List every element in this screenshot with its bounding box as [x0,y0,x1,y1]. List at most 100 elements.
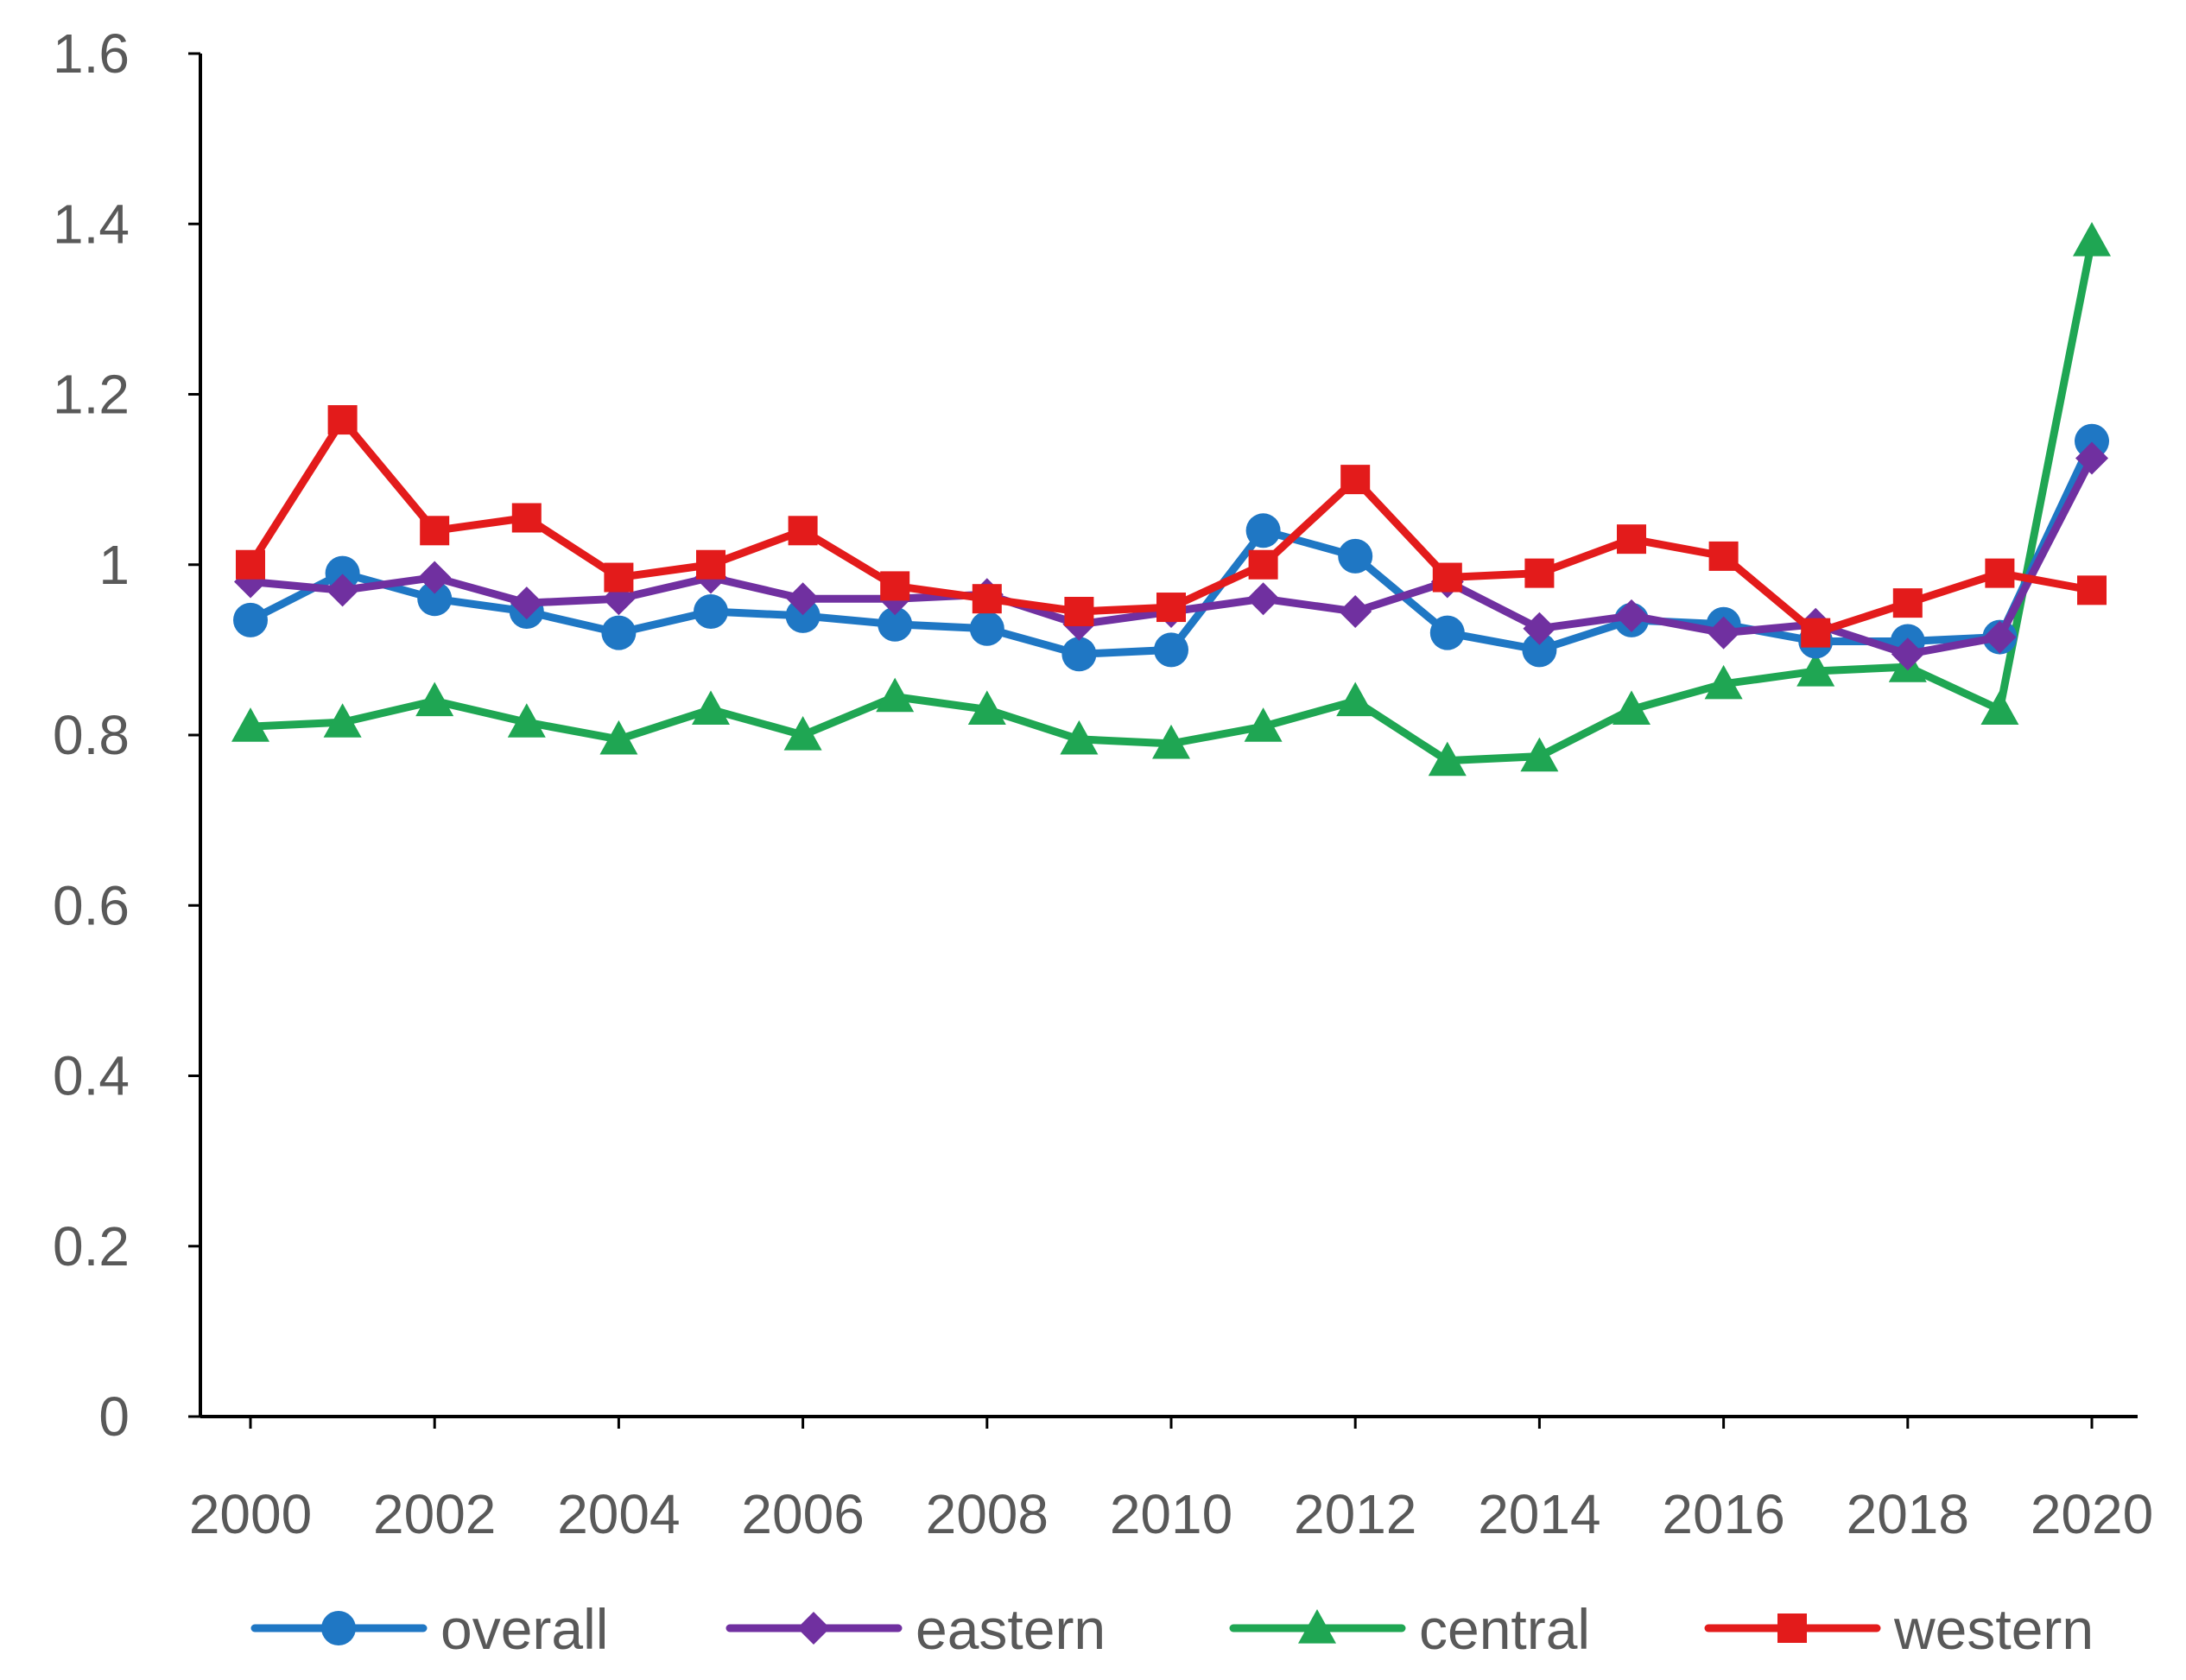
western-point [327,405,358,435]
central-point [599,720,638,755]
central-point [1613,690,1651,726]
western-point [1524,558,1555,588]
eastern-point [1339,594,1372,628]
x-tick-label: 2000 [189,1483,312,1545]
x-axis-ticks: 2000 2002 2004 2006 2008 2010 2012 2014 2016 2018… [189,1417,2153,1545]
series-central [231,221,2111,777]
legend-label: overall [440,1597,608,1661]
x-tick-label: 2006 [741,1483,864,1545]
legend: overall eastern central western [250,1597,2094,1661]
western-point [511,503,542,533]
central-point [1060,720,1099,755]
y-tick-label: 1.6 [53,22,130,85]
overall-point [1154,632,1188,668]
central-point [231,707,269,742]
y-tick-label: 0 [98,1385,130,1448]
western-point [420,516,450,546]
eastern-point [786,582,820,616]
central-point [1704,664,1743,700]
legend-item-eastern: eastern [725,1597,1106,1661]
series-western [236,405,2107,648]
western-point [1248,549,1278,580]
overall-point [694,593,728,629]
overall-point [1522,632,1557,668]
central-point [507,703,546,738]
x-tick-label: 2010 [1110,1483,1232,1545]
legend-marker-central [1298,1609,1336,1644]
legend-marker-eastern [797,1612,830,1645]
eastern-point [510,586,543,620]
western-point [788,516,818,546]
eastern-point [1707,616,1740,650]
x-tick-label: 2012 [1294,1483,1416,1545]
overall-point [785,598,821,633]
eastern-point [1523,612,1556,645]
eastern-point [418,561,452,594]
central-point [1520,737,1559,772]
y-tick-label: 1 [98,534,130,596]
x-tick-label: 2004 [557,1483,680,1545]
x-tick-label: 2020 [2031,1483,2153,1545]
central-point [1336,682,1375,717]
y-tick-label: 0.2 [53,1215,130,1277]
western-point [236,549,265,580]
overall-point [969,611,1004,646]
legend-item-central: central [1229,1597,1590,1661]
western-point [972,584,1002,614]
x-tick-label: 2002 [373,1483,496,1545]
eastern-point [1891,637,1924,671]
central-point [1796,652,1835,687]
central-point [1244,707,1283,742]
western-point [1617,524,1646,555]
legend-marker-overall [321,1611,356,1645]
western-point [1708,541,1739,571]
overall-point [1429,615,1465,650]
eastern-point [1983,620,2017,654]
western-point [1340,465,1371,495]
legend-item-overall: overall [250,1597,608,1661]
series-layer [231,221,2111,777]
western-point [1064,596,1094,626]
eastern-point [2075,441,2108,475]
legend-label: western [1893,1597,2094,1661]
overall-point [417,581,453,617]
overall-point [1061,637,1097,672]
overall-point [878,606,913,642]
x-tick-label: 2014 [1478,1483,1600,1545]
overall-point [2075,423,2109,459]
legend-marker-western [1777,1613,1807,1643]
overall-point [233,602,268,637]
overall-point [325,555,360,591]
y-tick-label: 0.4 [53,1045,130,1107]
western-point [696,549,725,580]
eastern-point [326,574,359,607]
central-point [323,703,362,738]
eastern-point [1615,599,1648,632]
western-point [604,562,634,593]
central-point [1152,724,1190,759]
western-point [2077,575,2107,605]
central-point [876,677,915,713]
western-point [1801,618,1831,648]
x-tick-label: 2018 [1847,1483,1969,1545]
central-point [692,690,730,726]
legend-label: eastern [916,1597,1106,1661]
x-tick-label: 2008 [926,1483,1049,1545]
y-axis-ticks: 0 0.2 0.4 0.6 0.8 1 1.2 1.4 1.6 [53,22,200,1448]
central-point [1428,741,1467,777]
overall-point [601,615,637,650]
western-point [880,571,910,601]
legend-label: central [1419,1597,1590,1661]
western-point [1892,588,1923,618]
legend-item-western: western [1704,1597,2094,1661]
overall-point [1245,513,1281,548]
western-point [1156,593,1186,623]
central-point [1980,690,2019,726]
eastern-point [1246,582,1280,616]
x-tick-label: 2016 [1662,1483,1784,1545]
y-tick-label: 0.8 [53,704,130,766]
central-point [967,690,1006,726]
overall-point [1338,538,1373,574]
western-point [1432,562,1462,593]
